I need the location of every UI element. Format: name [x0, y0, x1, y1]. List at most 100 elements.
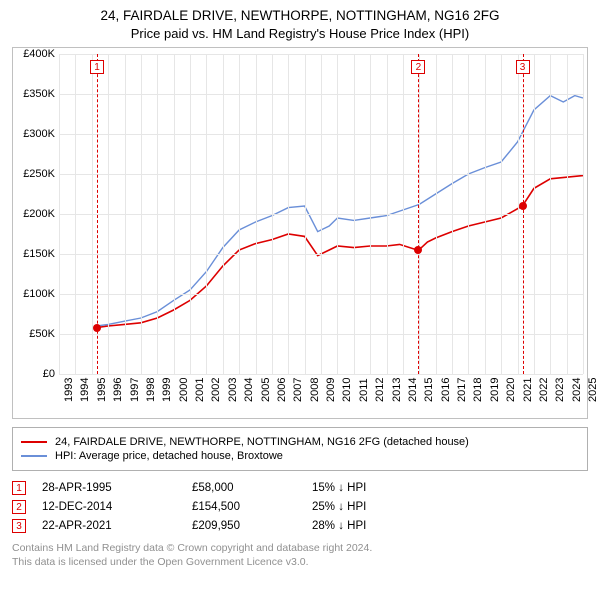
gridline-vertical	[567, 54, 568, 374]
gridline-vertical	[518, 54, 519, 374]
y-axis-tick-label: £100K	[13, 288, 55, 300]
x-axis-tick-label: 2014	[407, 378, 419, 402]
x-axis-tick-label: 2004	[243, 378, 255, 402]
gridline-vertical	[157, 54, 158, 374]
y-axis-tick-label: £50K	[13, 328, 55, 340]
sale-hpi-diff: 15% ↓ HPI	[312, 482, 366, 494]
x-axis-tick-label: 2008	[309, 378, 321, 402]
x-axis-tick-label: 1999	[161, 378, 173, 402]
x-axis-tick-label: 1994	[79, 378, 91, 402]
title-block: 24, FAIRDALE DRIVE, NEWTHORPE, NOTTINGHA…	[12, 8, 588, 41]
gridline-horizontal	[59, 374, 583, 375]
x-axis-tick-label: 2020	[505, 378, 517, 402]
legend-item: 24, FAIRDALE DRIVE, NEWTHORPE, NOTTINGHA…	[21, 436, 579, 448]
gridline-vertical	[59, 54, 60, 374]
legend-label: HPI: Average price, detached house, Brox…	[55, 450, 283, 462]
sales-table: 128-APR-1995£58,00015% ↓ HPI212-DEC-2014…	[12, 481, 588, 533]
gridline-vertical	[141, 54, 142, 374]
chart-container: 24, FAIRDALE DRIVE, NEWTHORPE, NOTTINGHA…	[0, 0, 600, 579]
legend-swatch	[21, 455, 47, 457]
gridline-vertical	[534, 54, 535, 374]
sale-marker-box: 3	[516, 60, 530, 74]
y-axis-tick-label: £400K	[13, 48, 55, 60]
gridline-vertical	[485, 54, 486, 374]
sale-row: 128-APR-1995£58,00015% ↓ HPI	[12, 481, 588, 495]
sale-vline	[523, 54, 524, 374]
gridline-vertical	[550, 54, 551, 374]
x-axis-tick-label: 2015	[423, 378, 435, 402]
gridline-vertical	[305, 54, 306, 374]
x-axis-tick-label: 2012	[374, 378, 386, 402]
gridline-vertical	[452, 54, 453, 374]
footer-line1: Contains HM Land Registry data © Crown c…	[12, 541, 588, 555]
sale-marker-dot	[93, 324, 101, 332]
y-axis-tick-label: £250K	[13, 168, 55, 180]
x-axis-tick-label: 2011	[358, 378, 370, 402]
sale-row: 3 22-APR-2021£209,95028% ↓ HPI	[12, 519, 588, 533]
y-axis-tick-label: £200K	[13, 208, 55, 220]
gridline-vertical	[468, 54, 469, 374]
title-subtitle: Price paid vs. HM Land Registry's House …	[12, 26, 588, 41]
gridline-vertical	[190, 54, 191, 374]
x-axis-tick-label: 2016	[440, 378, 452, 402]
x-axis-tick-label: 2018	[472, 378, 484, 402]
x-axis-tick-label: 2005	[260, 378, 272, 402]
y-axis-tick-label: £350K	[13, 88, 55, 100]
gridline-vertical	[174, 54, 175, 374]
sale-marker-box: 1	[90, 60, 104, 74]
x-axis-tick-label: 2007	[292, 378, 304, 402]
sale-date: 28-APR-1995	[42, 482, 192, 494]
gridline-vertical	[75, 54, 76, 374]
x-axis-tick-label: 1998	[145, 378, 157, 402]
x-axis-tick-label: 1996	[112, 378, 124, 402]
gridline-vertical	[256, 54, 257, 374]
x-axis-tick-label: 2000	[178, 378, 190, 402]
series-line-property	[97, 176, 583, 328]
gridline-vertical	[403, 54, 404, 374]
legend-item: HPI: Average price, detached house, Brox…	[21, 450, 579, 462]
x-axis-tick-label: 2001	[194, 378, 206, 402]
gridline-vertical	[387, 54, 388, 374]
x-axis-tick-label: 2017	[456, 378, 468, 402]
gridline-vertical	[321, 54, 322, 374]
sale-hpi-diff: 25% ↓ HPI	[312, 501, 366, 513]
series-line-hpi	[97, 96, 583, 326]
x-axis-tick-label: 2003	[227, 378, 239, 402]
sale-price: £154,500	[192, 501, 312, 513]
gridline-vertical	[108, 54, 109, 374]
gridline-vertical	[370, 54, 371, 374]
y-axis-tick-label: £150K	[13, 248, 55, 260]
x-axis-tick-label: 1995	[96, 378, 108, 402]
x-axis-tick-label: 2002	[210, 378, 222, 402]
sale-price: £58,000	[192, 482, 312, 494]
title-address: 24, FAIRDALE DRIVE, NEWTHORPE, NOTTINGHA…	[12, 8, 588, 23]
gridline-vertical	[125, 54, 126, 374]
sale-vline	[418, 54, 419, 374]
gridline-vertical	[583, 54, 584, 374]
sale-number-box: 3	[12, 519, 26, 533]
x-axis-tick-label: 2023	[554, 378, 566, 402]
sale-price: £209,950	[192, 520, 312, 532]
x-axis-tick-label: 2022	[538, 378, 550, 402]
legend-label: 24, FAIRDALE DRIVE, NEWTHORPE, NOTTINGHA…	[55, 436, 469, 448]
x-axis-tick-label: 2006	[276, 378, 288, 402]
sale-hpi-diff: 28% ↓ HPI	[312, 520, 366, 532]
y-axis-tick-label: £300K	[13, 128, 55, 140]
x-axis-tick-label: 2024	[571, 378, 583, 402]
gridline-vertical	[272, 54, 273, 374]
x-axis-tick-label: 2009	[325, 378, 337, 402]
x-axis-tick-label: 2010	[341, 378, 353, 402]
sale-marker-dot	[519, 202, 527, 210]
x-axis-tick-label: 1997	[129, 378, 141, 402]
sale-number-box: 2	[12, 500, 26, 514]
gridline-vertical	[337, 54, 338, 374]
sale-marker-box: 2	[411, 60, 425, 74]
chart-area: 123 £0£50K£100K£150K£200K£250K£300K£350K…	[12, 47, 588, 419]
x-axis-tick-label: 2019	[489, 378, 501, 402]
footer-line2: This data is licensed under the Open Gov…	[12, 555, 588, 569]
x-axis-tick-label: 2021	[522, 378, 534, 402]
sale-date: 22-APR-2021	[42, 520, 192, 532]
plot-area: 1 2 3	[59, 54, 583, 374]
x-axis-tick-label: 2025	[587, 378, 599, 402]
gridline-vertical	[223, 54, 224, 374]
